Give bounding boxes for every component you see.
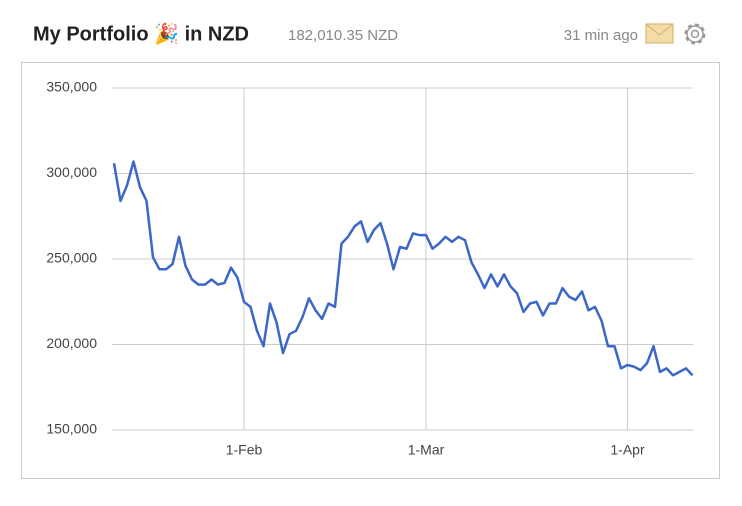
y-tick-label: 300,000 bbox=[46, 164, 97, 180]
y-tick-label: 150,000 bbox=[46, 421, 97, 437]
mail-icon[interactable] bbox=[645, 23, 674, 44]
x-tick-label: 1-Apr bbox=[610, 442, 645, 458]
x-tick-label: 1-Feb bbox=[226, 442, 263, 458]
settings-icon[interactable] bbox=[684, 23, 706, 45]
y-tick-label: 200,000 bbox=[46, 335, 97, 351]
x-tick-label: 1-Mar bbox=[408, 442, 445, 458]
updated-time: 31 min ago bbox=[564, 27, 638, 44]
chart-frame bbox=[21, 62, 720, 479]
portfolio-line bbox=[112, 160, 694, 377]
plot: 150,000 200,000 250,000 300,000 350,000 1-Feb… bbox=[46, 79, 694, 458]
y-tick-label: 250,000 bbox=[46, 250, 97, 266]
portfolio-total: 182,010.35 NZD bbox=[288, 27, 398, 44]
widget-title: My Portfolio 🎉 in NZD bbox=[33, 21, 249, 45]
y-tick-label: 350,000 bbox=[46, 79, 97, 95]
